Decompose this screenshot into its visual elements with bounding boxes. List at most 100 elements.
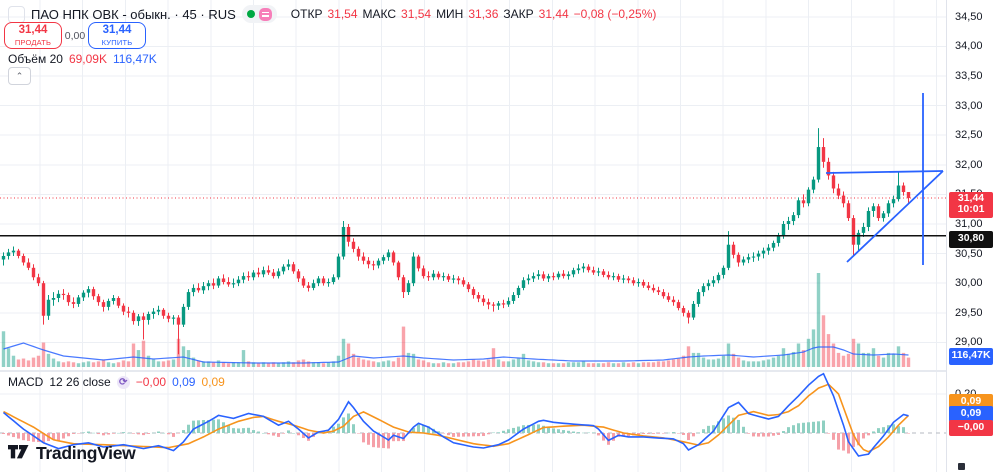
candle-body (86, 289, 91, 293)
macd-histogram-bar (422, 425, 425, 433)
macd-histogram-bar (517, 426, 520, 433)
macd-histogram-bar (672, 432, 675, 433)
volume-bar (286, 361, 291, 367)
macd-histogram-bar (97, 433, 100, 435)
candle-body (496, 303, 501, 306)
macd-histogram-bar (652, 433, 655, 434)
price-tick-label: 30,00 (955, 277, 983, 290)
volume-bar (246, 361, 251, 367)
macd-line (2, 372, 909, 457)
macd-histogram-bar (782, 431, 785, 433)
pane-separator[interactable] (0, 370, 1000, 372)
macd-histogram-bar (842, 433, 845, 451)
macd-histogram-bar (77, 433, 80, 434)
candle-body (251, 272, 256, 278)
pane-resize-handle[interactable] (958, 463, 965, 470)
macd-histogram-bar (62, 433, 65, 439)
volume-bar (201, 361, 206, 367)
macd-histogram-bar (12, 433, 15, 438)
volume-bar (801, 350, 806, 367)
tradingview-logo[interactable]: TradingView (8, 443, 136, 464)
macd-histogram-bar (37, 433, 40, 443)
candle-body (241, 276, 246, 280)
candle-body (451, 278, 456, 280)
macd-histogram-bar (567, 430, 570, 433)
volume-bar (451, 363, 456, 367)
candle-body (191, 287, 196, 293)
loading-refresh-icon[interactable]: ⟳ (116, 375, 130, 389)
volume-bar (661, 361, 666, 367)
macd-histogram-bar (237, 428, 240, 433)
candle-body (891, 199, 896, 204)
macd-line-label: 0,09 (949, 406, 993, 422)
candle-body (876, 206, 881, 219)
volume-bar (671, 359, 676, 367)
market-status-pill[interactable] (241, 5, 277, 23)
sell-label: ПРОДАТЬ (14, 37, 52, 47)
sell-button[interactable]: 31,44 ПРОДАТЬ (4, 22, 62, 49)
macd-histogram-bar (657, 433, 660, 434)
candle-body (661, 292, 666, 297)
candle-body (601, 271, 606, 275)
macd-histogram-bar (857, 433, 860, 446)
price-axis[interactable]: 34,5034,0033,5033,0032,5032,0031,5031,00… (946, 0, 1000, 472)
candle-body (396, 262, 401, 278)
volume-bar (106, 362, 111, 367)
candle-body (156, 309, 161, 312)
volume-bar (696, 352, 701, 367)
collapse-legend-button[interactable]: ⌃ (8, 67, 31, 85)
macd-histogram-bar (897, 426, 900, 433)
volume-bar (116, 362, 121, 367)
symbol-title[interactable]: ПАО НПК ОВК - обыкн. · 45 · RUS (31, 6, 236, 22)
trend-line[interactable] (825, 170, 944, 174)
chart-canvas[interactable] (0, 0, 946, 472)
candle-body (376, 260, 381, 266)
volume-bar (1, 331, 6, 367)
macd-legend[interactable]: MACD 12 26 close ⟳ −0,00 0,09 0,09 (8, 375, 225, 389)
macd-histogram-bar (577, 432, 580, 433)
volume-bar (901, 352, 906, 367)
buy-button[interactable]: 31,44 КУПИТЬ (88, 22, 146, 49)
close-label: ЗАКР (503, 7, 534, 21)
macd-histogram-bar (202, 420, 205, 433)
candle-body (96, 296, 101, 303)
candle-body (111, 298, 116, 301)
candle-body (881, 213, 886, 219)
candle-body (341, 226, 346, 257)
volume-bar (841, 355, 846, 367)
volume-bar (251, 362, 256, 367)
macd-histogram-bar (402, 433, 405, 442)
volume-bar (656, 361, 661, 367)
candle-body (176, 317, 181, 325)
volume-bar (496, 359, 501, 367)
macd-histogram-bar (132, 433, 135, 434)
trend-line[interactable] (846, 170, 944, 263)
candle-body (336, 256, 341, 278)
volume-bar (871, 348, 876, 367)
macd-histogram-bar (372, 433, 375, 448)
candle-body (461, 280, 466, 285)
macd-histogram-bar (382, 433, 385, 449)
candle-body (516, 287, 521, 296)
volume-bar (351, 353, 356, 367)
candle-body (186, 292, 191, 307)
macd-histogram-bar (82, 432, 85, 433)
macd-histogram-bar (162, 432, 165, 434)
macd-histogram-bar (232, 428, 235, 433)
candle-body (361, 256, 366, 261)
candle-body (716, 274, 721, 281)
volume-bar (456, 362, 461, 367)
macd-histogram-bar (507, 429, 510, 433)
candle-body (861, 226, 866, 233)
volume-legend[interactable]: Объём 20 69,09K 116,47K (8, 52, 157, 66)
candle-body (721, 267, 726, 275)
candle-body (521, 280, 526, 288)
macd-hist-label: −0,00 (949, 420, 993, 436)
candle-body (731, 244, 736, 255)
candle-body (561, 273, 566, 277)
candle-body (741, 259, 746, 263)
candle-body (621, 278, 626, 280)
volume-bar (746, 361, 751, 367)
volume-bar (86, 361, 91, 367)
